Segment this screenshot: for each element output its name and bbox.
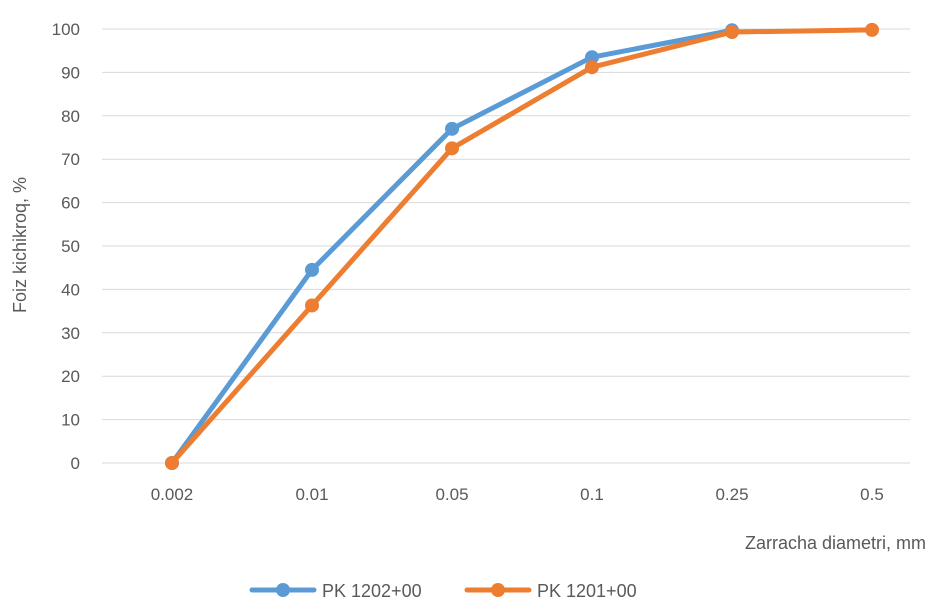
series-2 — [165, 22, 879, 470]
y-tick-label: 70 — [61, 150, 80, 169]
legend-label: PK 1201+00 — [537, 581, 637, 601]
x-tick-label: 0.01 — [295, 485, 328, 504]
legend-swatch-marker — [276, 583, 290, 597]
y-tick-label: 20 — [61, 367, 80, 386]
x-tick-label: 0.1 — [580, 485, 604, 504]
series-1 — [165, 23, 739, 470]
y-tick-label: 80 — [61, 107, 80, 126]
y-tick-label: 30 — [61, 324, 80, 343]
y-tick-label: 0 — [71, 454, 80, 473]
series-layer — [165, 22, 879, 470]
legend-item-2[interactable]: PK 1201+00 — [464, 581, 637, 601]
data-point — [585, 50, 599, 65]
data-point — [445, 141, 459, 156]
data-point — [165, 456, 179, 470]
data-point — [445, 121, 459, 136]
y-axis-ticks: 0 10 20 30 40 50 60 70 80 90 100 — [52, 20, 80, 473]
x-axis-ticks: 0.002 0.01 0.05 0.1 0.25 0.5 — [151, 485, 884, 504]
x-axis-title: Zarracha diametri, mm — [745, 533, 926, 553]
data-point — [305, 262, 319, 277]
y-tick-label: 100 — [52, 20, 80, 39]
x-tick-label: 0.25 — [715, 485, 748, 504]
data-point — [725, 25, 739, 40]
legend-swatch-marker — [491, 583, 505, 597]
data-point — [305, 298, 319, 313]
gridlines — [102, 28, 910, 421]
y-tick-label: 40 — [61, 280, 80, 299]
y-axis-title: Foiz kichikroq, % — [10, 177, 30, 313]
legend-label: PK 1202+00 — [322, 581, 422, 601]
x-tick-label: 0.002 — [151, 485, 194, 504]
data-point — [585, 60, 599, 75]
legend-item-1[interactable]: PK 1202+00 — [249, 581, 422, 601]
legend[interactable]: PK 1202+00 PK 1201+00 — [249, 581, 637, 601]
series-line — [169, 27, 735, 466]
x-tick-label: 0.05 — [435, 485, 468, 504]
x-tick-label: 0.5 — [860, 485, 884, 504]
y-tick-label: 10 — [61, 411, 80, 430]
y-tick-label: 50 — [61, 237, 80, 256]
data-point — [865, 22, 879, 37]
series-line — [169, 27, 875, 466]
y-tick-label: 60 — [61, 194, 80, 213]
y-tick-label: 90 — [61, 63, 80, 82]
